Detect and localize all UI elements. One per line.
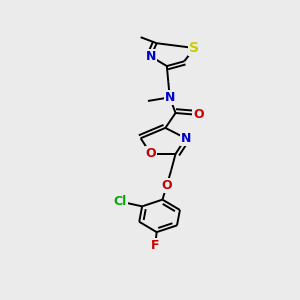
Text: O: O <box>161 179 172 192</box>
Text: S: S <box>189 41 200 55</box>
Text: Cl: Cl <box>114 195 127 208</box>
Text: N: N <box>146 50 156 63</box>
Text: O: O <box>146 147 156 161</box>
Text: N: N <box>181 132 191 145</box>
Text: O: O <box>194 108 204 122</box>
Text: F: F <box>151 239 160 252</box>
Text: N: N <box>164 91 175 104</box>
